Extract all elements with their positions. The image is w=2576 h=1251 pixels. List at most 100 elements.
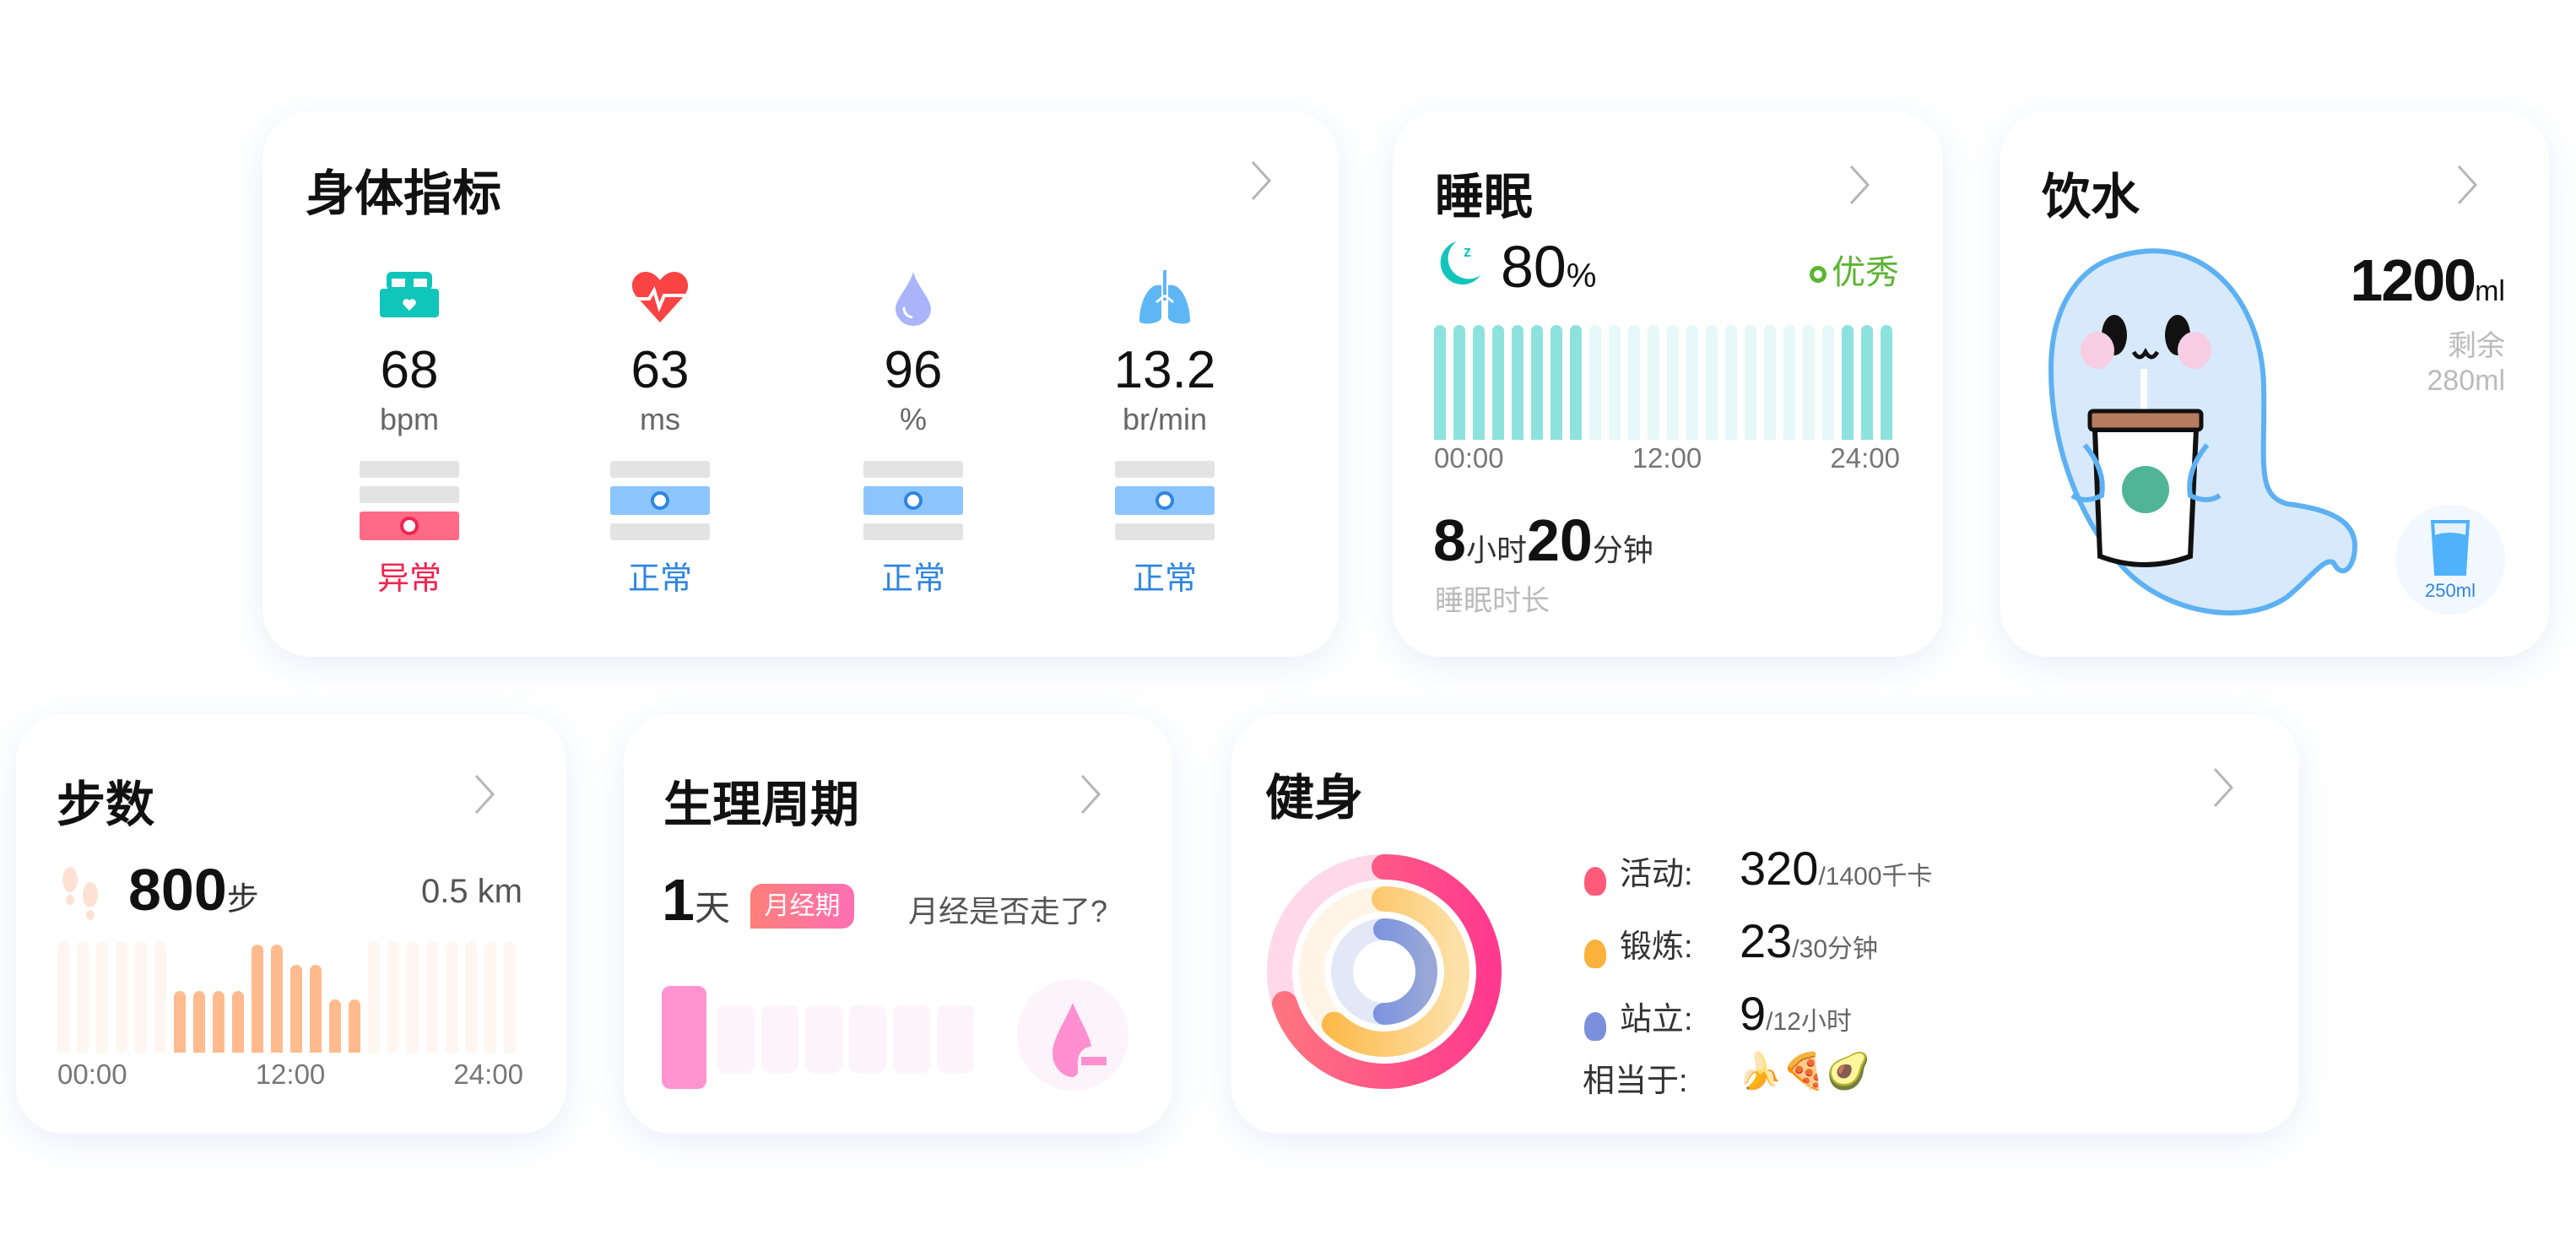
sleep-bar bbox=[1842, 325, 1854, 440]
period-day-bar bbox=[893, 1005, 930, 1073]
chevron-right-icon[interactable] bbox=[1848, 164, 1870, 206]
sleep-bar bbox=[1648, 325, 1659, 440]
sleep-rating: 优秀 bbox=[1810, 245, 1899, 294]
metric-status: 正常 bbox=[627, 561, 692, 597]
sleep-bar bbox=[1725, 325, 1737, 440]
duration-label: 睡眠时长 bbox=[1435, 585, 1550, 617]
step-bar bbox=[96, 941, 108, 1053]
period-end-button[interactable] bbox=[1017, 979, 1128, 1091]
metric-unit: ms bbox=[640, 402, 680, 436]
level-segment bbox=[863, 461, 963, 478]
step-bar bbox=[368, 941, 380, 1053]
metric-2[interactable]: 96 % 正常 bbox=[829, 270, 998, 598]
metric-status: 异常 bbox=[376, 561, 441, 597]
sleep-chart bbox=[1434, 325, 1900, 440]
lungs-icon bbox=[1080, 270, 1249, 329]
sleep-bar bbox=[1783, 325, 1795, 440]
food-equivalent-emojis: 🍌🍕🥑 bbox=[1738, 1050, 1870, 1091]
exercise-icon bbox=[1584, 939, 1606, 968]
ring-progress bbox=[1331, 918, 1437, 1025]
axis-label: 24:00 bbox=[453, 1059, 523, 1090]
chevron-right-icon[interactable] bbox=[474, 773, 495, 815]
level-segment bbox=[863, 486, 963, 515]
chevron-right-icon[interactable] bbox=[1080, 773, 1101, 815]
fitness-card[interactable]: 健身 活动: 320/1400千卡 锻炼: 23/30分钟 站立: 9/12小时 相当于:… bbox=[1231, 714, 2299, 1134]
sleep-bar bbox=[1473, 325, 1485, 440]
metric-value: 96 bbox=[884, 341, 943, 399]
sleep-bar bbox=[1434, 325, 1446, 440]
chevron-right-icon[interactable] bbox=[1250, 160, 1272, 202]
level-segment bbox=[610, 461, 710, 478]
footprints-icon bbox=[62, 867, 98, 920]
metric-value: 68 bbox=[380, 341, 439, 399]
step-bar bbox=[135, 941, 147, 1053]
step-bar bbox=[232, 991, 244, 1053]
level-indicator bbox=[863, 461, 963, 540]
period-day-bar bbox=[761, 1005, 798, 1073]
period-day-bar bbox=[849, 1005, 886, 1073]
level-segment bbox=[610, 486, 710, 515]
card-title: 饮水 bbox=[2042, 170, 2140, 225]
steps-chart bbox=[57, 941, 523, 1053]
step-bar bbox=[290, 964, 302, 1053]
sleep-bar bbox=[1745, 325, 1756, 440]
sleep-bar bbox=[1881, 325, 1892, 440]
heart-pulse-icon bbox=[576, 270, 744, 329]
step-bar bbox=[446, 941, 457, 1053]
moon-sleep-icon: z bbox=[1440, 241, 1480, 285]
svg-text:z: z bbox=[1464, 243, 1471, 260]
sleep-bar bbox=[1628, 325, 1640, 440]
period-question: 月经是否走了? bbox=[908, 894, 1108, 929]
add-cup-button[interactable]: 250ml bbox=[2395, 505, 2505, 615]
level-segment bbox=[360, 461, 459, 478]
body-metrics-card[interactable]: 身体指标 68 bpm 异常 63 ms 正常 96 % 正常 13.2 br/… bbox=[262, 111, 1339, 657]
level-segment bbox=[360, 512, 459, 540]
metric-status: 正常 bbox=[1132, 561, 1197, 597]
axis-label: 12:00 bbox=[255, 1059, 326, 1090]
level-segment bbox=[1115, 486, 1215, 515]
bed-heart-icon bbox=[325, 270, 494, 329]
step-distance: 0.5 km bbox=[420, 873, 522, 910]
chevron-right-icon[interactable] bbox=[2456, 164, 2478, 206]
sleep-card[interactable]: 睡眠 z 80% 优秀 00:00 12:00 24:00 8小时20分钟 睡眠… bbox=[1393, 111, 1943, 657]
sleep-bar bbox=[1492, 325, 1504, 440]
metric-unit: bpm bbox=[379, 402, 440, 436]
remaining-value: 280ml bbox=[2427, 365, 2505, 397]
step-count: 800 bbox=[128, 857, 227, 923]
metric-1[interactable]: 63 ms 正常 bbox=[576, 270, 744, 598]
metric-0[interactable]: 68 bpm 异常 bbox=[325, 270, 494, 598]
fitness-row: 锻炼: 23/30分钟 bbox=[1584, 913, 1878, 968]
card-title: 睡眠 bbox=[1435, 170, 1534, 225]
chevron-right-icon[interactable] bbox=[2212, 766, 2234, 809]
period-day-bar bbox=[937, 1005, 974, 1073]
remaining-label: 剩余 bbox=[2448, 330, 2505, 362]
sleep-bar bbox=[1861, 325, 1873, 440]
step-bar bbox=[426, 941, 438, 1053]
water-card[interactable]: 饮水 1200ml 剩余 280ml 250ml bbox=[2000, 111, 2549, 657]
drop-icon bbox=[829, 270, 998, 329]
sleep-bar bbox=[1512, 325, 1523, 440]
steps-card[interactable]: 步数 800步 0.5 km 00:00 12:00 24:00 bbox=[16, 714, 566, 1134]
sleep-bar bbox=[1550, 325, 1562, 440]
card-title: 步数 bbox=[57, 777, 155, 832]
step-bar bbox=[213, 991, 225, 1053]
period-card[interactable]: 生理周期 1天 月经期 月经是否走了? bbox=[624, 714, 1172, 1134]
sleep-bar bbox=[1570, 325, 1582, 440]
metric-3[interactable]: 13.2 br/min 正常 bbox=[1080, 270, 1249, 598]
step-bar bbox=[387, 941, 399, 1053]
sleep-bar bbox=[1531, 325, 1543, 440]
fitness-row: 活动: 320/1400千卡 bbox=[1584, 841, 1933, 896]
equivalent-label: 相当于: bbox=[1583, 1064, 1688, 1099]
card-title: 身体指标 bbox=[306, 166, 502, 221]
metric-unit: br/min bbox=[1122, 402, 1208, 436]
step-bar bbox=[310, 964, 322, 1053]
metric-value: 63 bbox=[630, 341, 690, 399]
level-indicator bbox=[360, 461, 459, 540]
sleep-bar bbox=[1453, 325, 1465, 440]
level-segment bbox=[863, 523, 963, 540]
period-day-bar bbox=[662, 986, 706, 1089]
sleep-bar bbox=[1667, 325, 1679, 440]
metric-unit: % bbox=[899, 402, 927, 436]
step-bar bbox=[193, 991, 205, 1053]
level-segment bbox=[360, 486, 459, 503]
